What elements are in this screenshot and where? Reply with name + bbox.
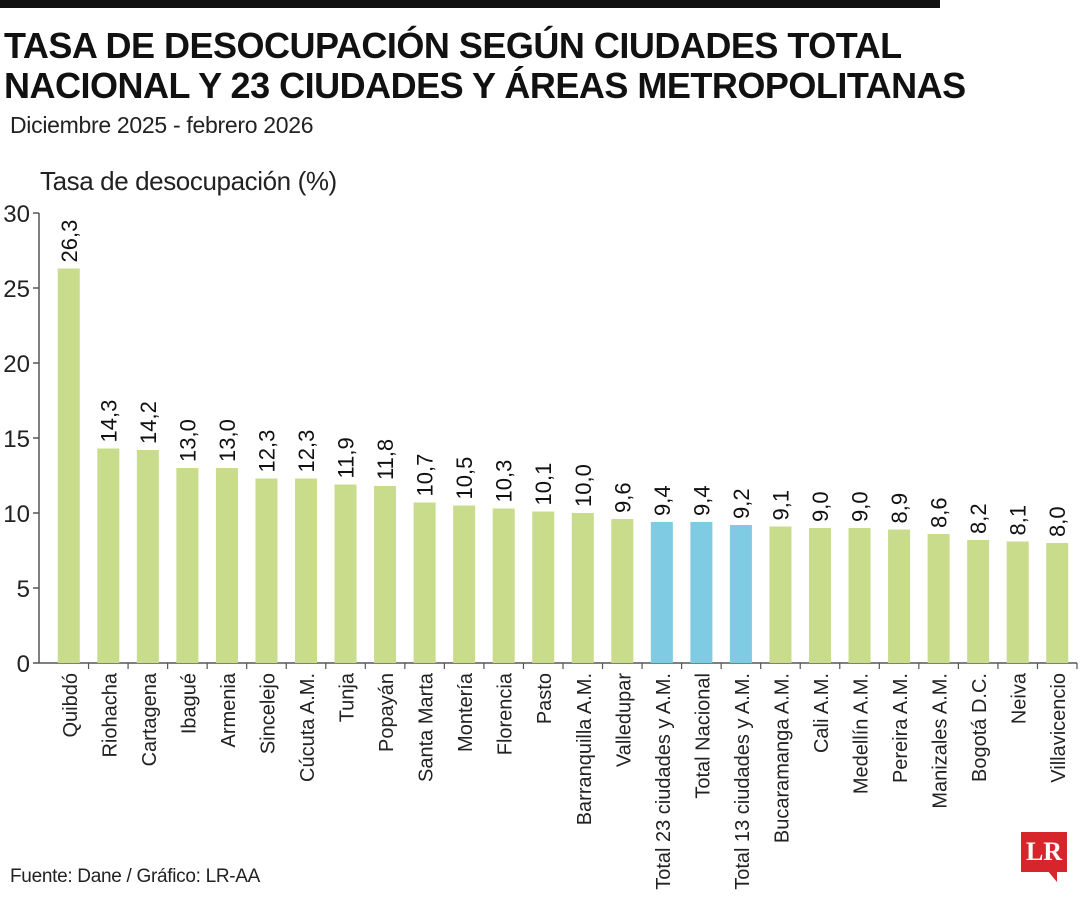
lr-logo: LR [1021,832,1067,882]
bar [492,508,515,663]
data-label: 9,4 [650,485,675,516]
logo-box [1021,832,1067,872]
bar [888,529,911,663]
category-label: Medellín A.M. [851,673,873,794]
category-label: Villavicencio [1048,673,1070,783]
chart-subtitle: Diciembre 2025 - febrero 2026 [10,112,314,138]
category-label: Riohacha [99,672,121,757]
category-label: Popayán [376,673,398,752]
data-label: 11,9 [334,437,359,478]
category-label: Santa Marta [416,672,438,782]
y-tick-label: 20 [3,351,30,378]
category-label: Florencia [495,672,517,755]
logo-tail [1047,870,1057,882]
data-label: 11,8 [373,439,398,480]
data-label: 13,0 [215,419,240,462]
category-label: Cúcuta A.M. [297,673,319,782]
bar [967,540,990,663]
bar [809,528,831,663]
bar [927,534,950,663]
data-label: 9,4 [689,485,714,516]
category-label: Barranquilla A.M. [574,673,596,825]
data-label: 8,9 [887,493,912,524]
bar [57,268,80,663]
data-label: 14,3 [96,400,121,443]
bar [97,448,120,663]
bar [136,450,159,663]
data-label: 10,3 [492,460,517,503]
data-label: 8,6 [927,497,952,528]
category-label: Neiva [1009,672,1031,724]
bar [611,519,634,663]
category-label: Pereira A.M. [890,673,912,783]
data-label: 13,0 [175,419,200,462]
data-label: 8,0 [1045,506,1070,537]
category-label: Cali A.M. [811,673,833,753]
bar [769,526,792,663]
bar [334,484,357,663]
data-label: 10,1 [531,463,556,506]
y-tick-label: 0 [17,651,30,678]
category-label: Quibdó [60,673,82,738]
data-label: 9,0 [848,491,873,522]
y-axis-label: Tasa de desocupación (%) [40,166,337,196]
data-label: 8,2 [966,503,991,534]
y-tick-label: 5 [17,576,30,603]
category-label: Bucaramanga A.M. [771,673,793,843]
data-label: 9,2 [729,488,754,519]
data-label: 10,7 [413,454,438,497]
data-label: 10,0 [571,464,596,507]
category-label: Total Nacional [692,673,714,799]
data-label: 12,3 [294,430,319,473]
data-label: 26,3 [57,220,82,263]
chart-title: TASA DE DESOCUPACIÓN SEGÚN CIUDADES TOTA… [4,25,966,106]
bar [848,528,871,663]
bar [650,522,673,663]
data-label: 8,1 [1006,505,1031,536]
y-tick-label: 15 [3,426,30,453]
category-label: Montería [455,672,477,752]
bar [532,511,555,663]
category-label: Ibagué [178,673,200,734]
category-label: Tunja [337,672,359,722]
bar [374,486,397,663]
source-note: Fuente: Dane / Gráfico: LR-AA [10,866,261,887]
bar [215,468,238,663]
data-label: 10,5 [452,457,477,500]
bar [1046,543,1069,663]
category-label: Total 23 ciudades y A.M. [653,673,675,890]
category-label: Sincelejo [257,673,279,754]
category-label: Total 13 ciudades y A.M. [732,673,754,890]
data-label: 9,1 [768,490,793,521]
data-label: 14,2 [136,401,161,444]
category-label: Valledupar [613,673,635,767]
bar [176,468,199,663]
data-label: 9,0 [808,491,833,522]
bar [295,478,317,663]
y-tick-label: 30 [3,201,30,228]
data-label: 9,6 [610,482,635,513]
data-label: 12,3 [254,430,279,473]
bar [453,505,476,663]
bar [729,525,752,663]
logo-text: LR [1025,837,1063,866]
top-rule [0,0,940,8]
category-label: Armenia [218,672,240,747]
category-label: Pasto [534,673,556,724]
bar [413,502,436,663]
bar [255,478,278,663]
y-tick-label: 10 [3,501,30,528]
category-label: Cartagena [139,672,161,766]
y-tick-label: 25 [3,276,30,303]
category-label: Manizales A.M. [930,673,952,809]
bar [571,513,594,663]
bar [690,522,713,663]
category-label: Bogotá D.C. [969,673,991,782]
bar [1006,541,1029,663]
